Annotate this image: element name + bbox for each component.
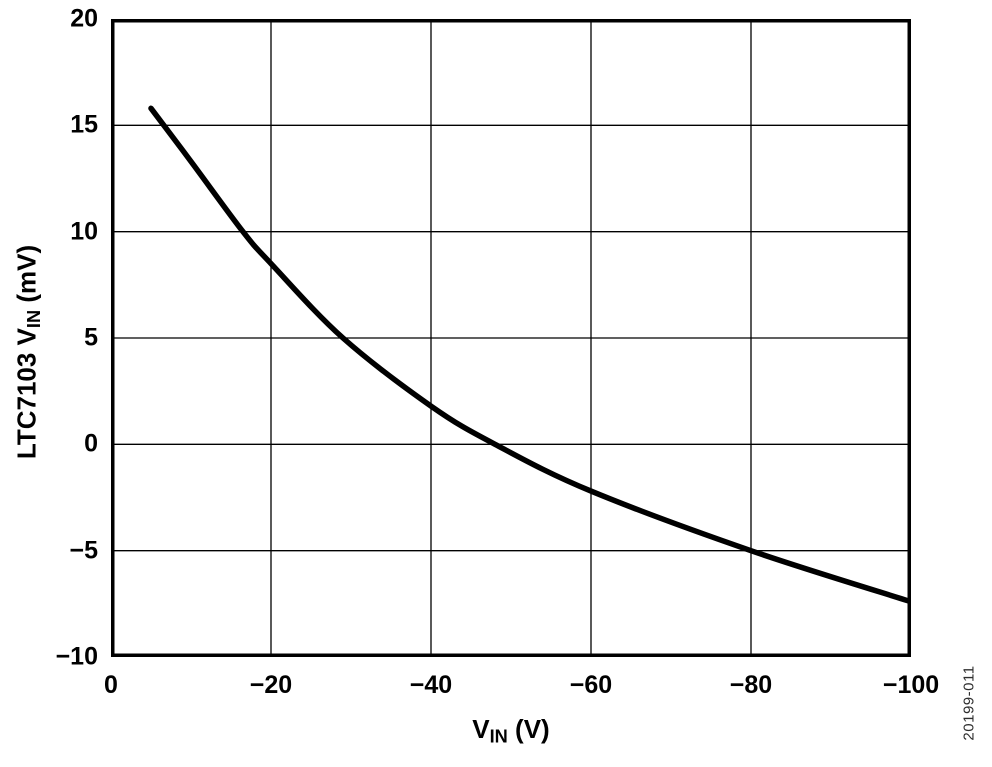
x-tick-label: −100 [882, 671, 940, 699]
y-tick-label: 20 [70, 4, 98, 33]
y-tick-label: −10 [55, 642, 98, 671]
x-tick-label: −40 [409, 671, 453, 699]
x-tick-label: −60 [569, 671, 613, 699]
y-axis-title-suffix: (mV) [11, 244, 42, 310]
x-axis-title-prefix: V [472, 714, 490, 744]
x-tick-label: −80 [729, 671, 773, 699]
y-tick-label: 10 [70, 217, 98, 246]
x-axis-title: VIN (V) [111, 714, 911, 747]
figure-number-watermark: 20199-011 [960, 665, 978, 741]
x-tick-label: −20 [249, 671, 293, 699]
y-tick-label: −5 [69, 536, 98, 565]
plot-area [111, 19, 911, 657]
data-curve [148, 105, 911, 605]
y-tick-label: 0 [84, 429, 98, 458]
plot-border [111, 19, 911, 657]
y-tick-label: 5 [84, 323, 98, 352]
x-axis-title-subscript: IN [489, 726, 508, 747]
y-tick-label: 15 [70, 110, 98, 139]
x-axis-title-suffix: (V) [507, 714, 550, 744]
x-tick-label: 0 [104, 671, 118, 699]
